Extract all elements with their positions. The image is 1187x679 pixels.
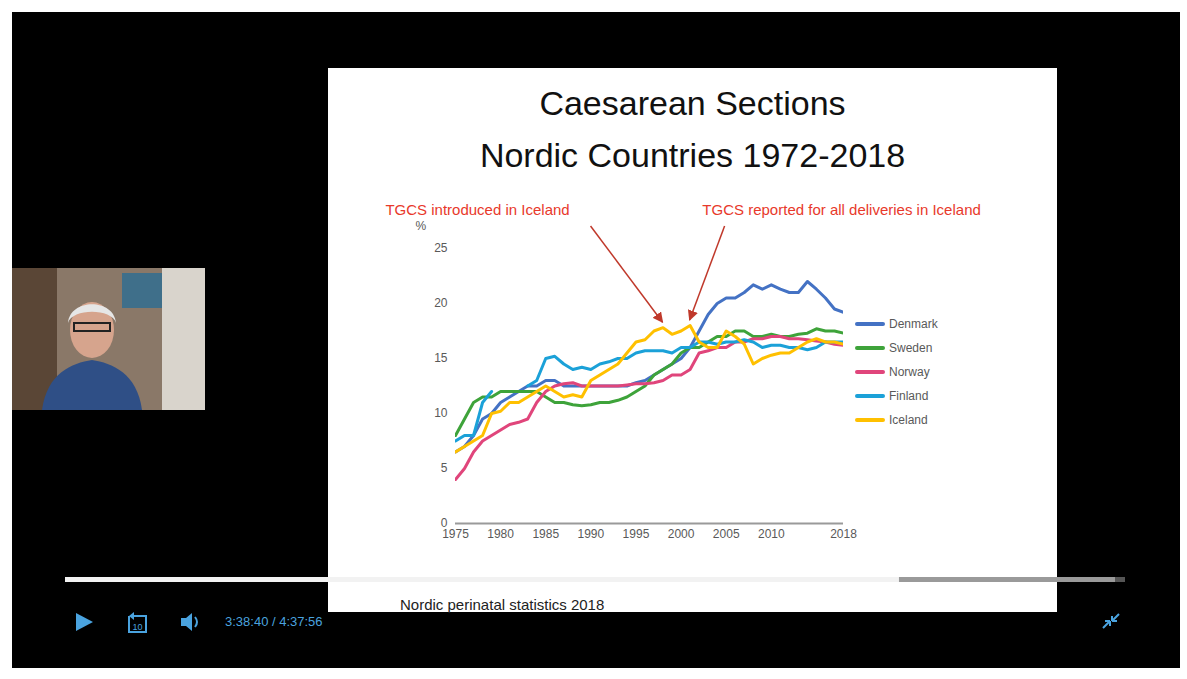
svg-text:25: 25 <box>434 241 448 255</box>
svg-text:2000: 2000 <box>668 527 695 541</box>
html-text:Sweden: Sweden <box>889 341 933 355</box>
html-text:Nordic Countries 1972-2018: Nordic Countries 1972-2018 <box>479 136 906 174</box>
html-text:Finland: Finland <box>889 389 929 403</box>
svg-text:1980: 1980 <box>487 527 514 541</box>
svg-text:20: 20 <box>434 296 448 310</box>
html-text:Caesarean Sections: Caesarean Sections <box>539 84 846 122</box>
html-text:Norway: Norway <box>889 365 930 379</box>
svg-text:0: 0 <box>440 516 448 531</box>
svg-text:2005: 2005 <box>713 527 740 541</box>
svg-text:1995: 1995 <box>623 527 650 541</box>
html-text:Denmark: Denmark <box>889 317 938 331</box>
html-text:Iceland: Iceland <box>889 413 928 427</box>
html-text:Nordic perinatal statistics 20: Nordic perinatal statistics 2018 <box>400 596 605 613</box>
html-text:3:38:40 / 4:37:56: 3:38:40 / 4:37:56 <box>225 614 323 629</box>
svg-text:1990: 1990 <box>577 527 604 541</box>
svg-text:5: 5 <box>441 461 448 475</box>
svg-text:2018: 2018 <box>830 527 857 541</box>
svg-text:2010: 2010 <box>758 527 785 541</box>
svg-text:TGCS reported for all deliveri: TGCS reported for all deliveries in Icel… <box>702 201 980 218</box>
svg-text:10: 10 <box>434 406 448 420</box>
svg-text:%: % <box>416 219 427 233</box>
svg-text:10: 10 <box>132 622 142 632</box>
svg-text:1985: 1985 <box>532 527 559 541</box>
svg-text:TGCS introduced in Iceland: TGCS introduced in Iceland <box>385 201 569 218</box>
svg-text:15: 15 <box>434 351 448 365</box>
svg-text:1975: 1975 <box>442 527 469 541</box>
